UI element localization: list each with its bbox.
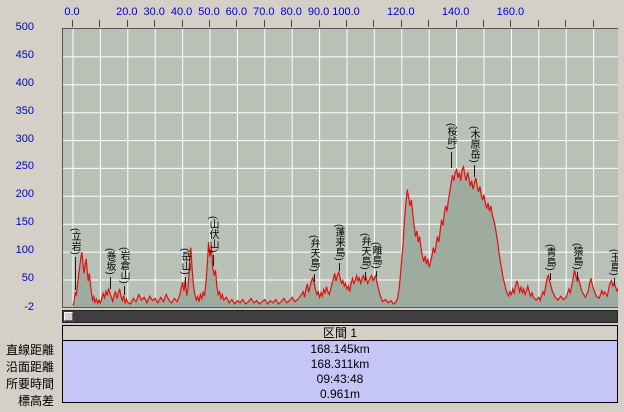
peak-leader-line [314,274,315,282]
y-axis-label: 400 [15,76,34,89]
x-axis-tick [537,20,539,27]
x-axis-label: 120.0 [387,6,415,18]
scrollbar-thumb[interactable] [64,312,73,321]
y-axis-label: 100 [15,244,34,257]
peak-annotations-layer: (立岩) (巻坂) (岩倉山) (岳山) (山伏山) (弁天島) (蓬来島) (弁天島) (離島… [63,29,618,307]
peak-leader-line [614,278,615,285]
x-axis-tick [318,20,320,27]
x-axis-label: 70.0 [253,6,275,18]
x-axis-tick [510,20,512,27]
peak-label: (青島) [544,244,555,271]
peak-leader-line [110,277,111,289]
peak-leader-line [577,272,578,279]
y-axis-label: -2 [24,301,34,313]
x-axis-tick [181,20,183,27]
straight-distance-value: 168.145km [310,341,370,356]
peak-leader-line [365,272,366,280]
peak-label: (立岩) [69,228,80,255]
y-axis-label: 450 [15,48,34,61]
x-axis-label: 80.0 [280,6,302,18]
peak-label: (木原岳) [468,126,479,163]
elevation-chart[interactable]: (立岩) (巻坂) (岩倉山) (岳山) (山伏山) (弁天島) (蓬来島) (弁天島) (離島… [62,28,618,308]
x-axis-tick [483,20,484,27]
x-axis-tick [291,20,293,27]
straight-distance-label: 直線距離 [5,343,54,357]
peak-label: (岳山) [179,248,190,275]
elevation-difference-value: 0.961m [319,387,361,402]
stats-panel: 168.145km 168.311km 09:43:48 0.961m [62,341,618,403]
peak-leader-line [213,255,214,266]
x-axis-tick [428,20,430,27]
x-axis-tick [400,20,402,27]
surface-distance-value: 168.311km [310,356,370,371]
peak-leader-line [124,286,125,295]
x-axis-tick [154,20,156,27]
surface-distance-label: 沿面距離 [5,360,54,374]
peak-leader-line [474,165,475,177]
elevation-profile-svg [63,29,618,307]
peak-leader-line [185,277,186,286]
section-header-label: 区間 1 [322,326,357,340]
elevation-area [73,166,618,307]
x-axis-label: 160.0 [496,6,525,18]
x-axis-tick [209,20,210,27]
x-axis-tick [263,20,265,27]
y-axis-label: 50 [21,271,34,284]
elevation-difference-label: 標高差 [17,394,54,408]
y-axis-label: 300 [15,132,34,145]
y-axis-label: 150 [15,216,34,229]
x-axis-label: 50.0 [198,6,220,18]
section-header: 区間 1 [62,325,618,341]
peak-label: (岩倉山) [118,247,129,284]
x-axis-label: 30.0 [143,6,165,18]
x-axis-tick [72,20,73,27]
x-axis-tick [99,20,101,27]
required-time-value: 09:43:48 [316,372,364,387]
peak-leader-line [339,263,340,271]
required-time-label: 所要時間 [5,377,54,391]
peak-label: (猿島) [571,243,582,270]
peak-label: (弁天島) [359,233,370,270]
peak-leader-line [451,152,452,168]
y-axis-label: 250 [15,160,34,173]
x-axis-tick [126,20,128,27]
x-axis-label: 90.0 [307,6,330,18]
x-axis-tick [236,20,238,27]
peak-label: (玉島) [608,249,618,276]
x-axis-tick [455,20,457,27]
peak-label: (桜峠) [445,123,456,150]
peak-leader-line [550,273,551,280]
x-axis-tick [346,20,347,27]
peak-label: (蓬来島) [333,224,344,261]
x-axis-tick [565,20,567,27]
x-axis-label: 100.0 [332,6,360,18]
x-axis-label: 140.0 [441,6,470,18]
x-axis-label: 0.0 [64,6,80,18]
peak-label: (離島) [370,242,381,269]
peak-label: (山伏山) [207,216,218,253]
y-axis-label: 500 [15,21,34,33]
y-axis-label: 200 [15,188,34,201]
position-scrollbar[interactable] [62,310,618,323]
y-axis-label: 350 [15,104,34,117]
peak-leader-line [75,257,76,290]
peak-label: (弁天島) [308,235,319,272]
peak-leader-line [376,271,377,277]
x-axis-label: 20.0 [116,6,138,18]
stats-labels: 直線距離 沿面距離 所要時間 標高差 [0,341,58,408]
x-axis-label: 60.0 [225,6,248,18]
peak-label: (巻坂) [104,248,115,275]
x-axis-label: 40.0 [170,6,193,18]
x-axis-tick [373,20,375,27]
x-axis-tick [592,20,594,27]
